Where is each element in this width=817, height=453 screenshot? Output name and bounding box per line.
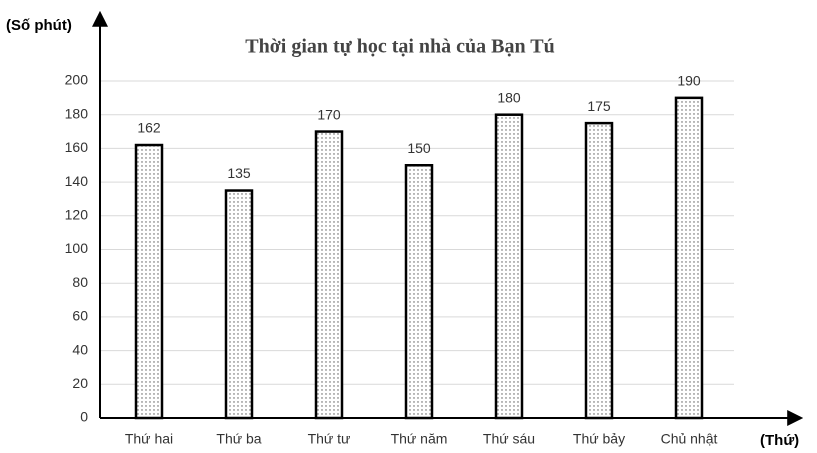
data-label: 150	[407, 140, 431, 156]
y-axis-label: (Số phút)	[6, 17, 72, 34]
bars	[134, 96, 704, 420]
data-label: 190	[677, 73, 701, 89]
bar	[224, 189, 254, 420]
bar	[584, 121, 614, 420]
data-label: 170	[317, 106, 341, 122]
y-tick-label: 80	[72, 274, 88, 290]
bar	[134, 143, 164, 420]
y-tick-label: 200	[65, 72, 89, 88]
x-tick-label: Thứ bảy	[573, 431, 625, 447]
x-tick-label: Thứ hai	[125, 431, 173, 447]
data-label: 162	[137, 120, 161, 136]
x-axis-label: (Thứ)	[760, 432, 799, 449]
x-tick-label: Thứ sáu	[483, 431, 535, 447]
y-tick-label: 40	[72, 341, 88, 357]
y-tick-label: 0	[80, 409, 88, 425]
data-label: 175	[587, 98, 611, 114]
x-tick-label: Thứ năm	[391, 431, 448, 447]
bar	[494, 113, 524, 420]
y-tick-label: 140	[65, 173, 89, 189]
y-tick-label: 60	[72, 308, 88, 324]
bar	[314, 130, 344, 420]
chart-title: Thời gian tự học tại nhà của Bạn Tú	[245, 36, 554, 58]
y-tick-label: 180	[65, 105, 89, 121]
x-tick-label: Chủ nhật	[661, 431, 718, 447]
x-tick-label: Thứ tư	[308, 431, 351, 447]
y-tick-label: 20	[72, 375, 88, 391]
y-tick-label: 100	[65, 240, 89, 256]
y-tick-label: 160	[65, 139, 89, 155]
y-tick-label: 120	[65, 207, 89, 223]
bar	[674, 96, 704, 420]
data-label: 135	[227, 165, 251, 181]
bar	[404, 164, 434, 420]
data-label: 180	[497, 89, 521, 105]
x-tick-label: Thứ ba	[216, 431, 261, 447]
